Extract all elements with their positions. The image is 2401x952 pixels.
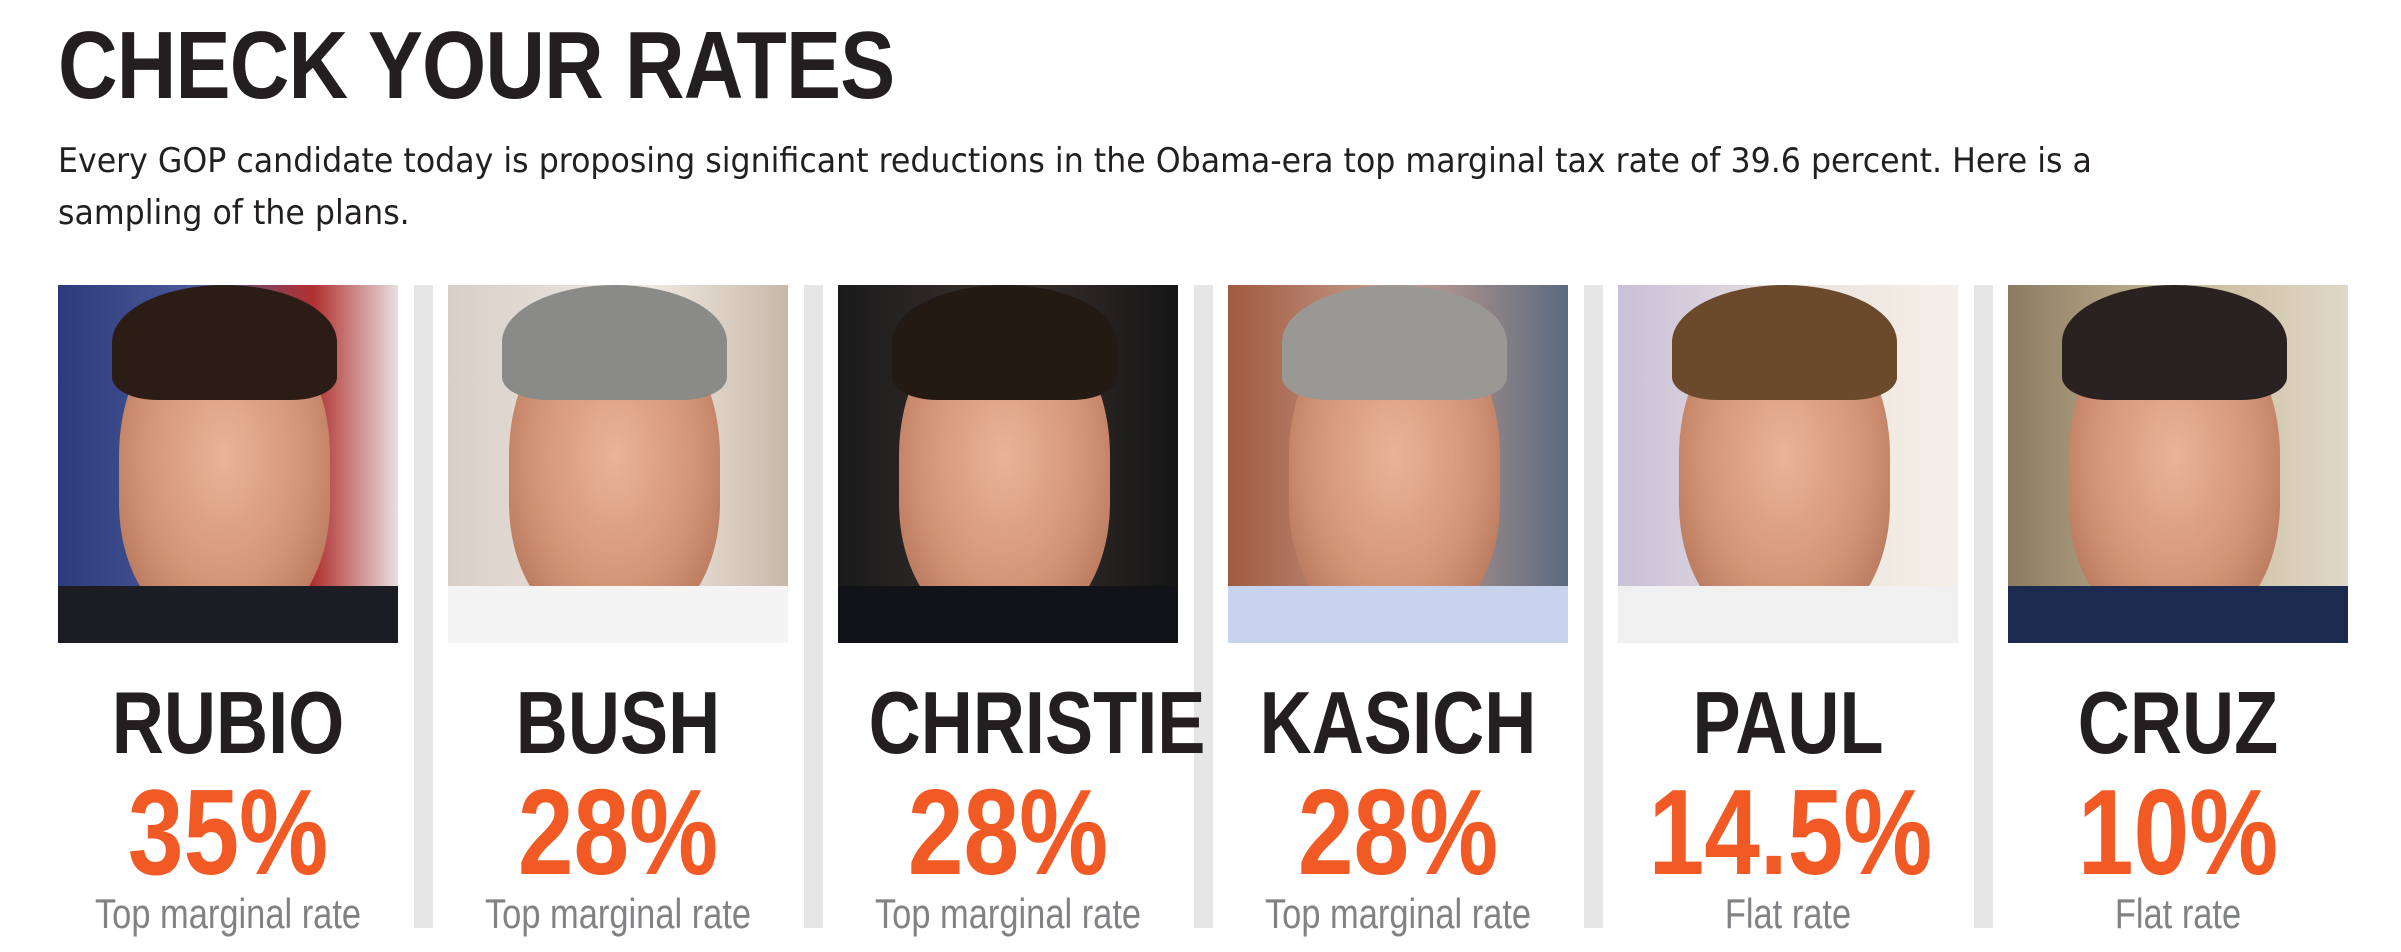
rate-type-label: Top marginal rate <box>94 890 362 937</box>
hair-shape <box>112 285 337 400</box>
candidate-rate: 28% <box>907 764 1109 900</box>
candidate-rate: 28% <box>1297 764 1499 900</box>
candidate-rate: 28% <box>517 764 719 900</box>
candidate-photo <box>1618 285 1958 643</box>
hair-shape <box>892 285 1117 400</box>
candidate-card: CHRISTIE 28% Top marginal rate <box>838 285 1206 937</box>
hair-shape <box>502 285 727 400</box>
candidate-photo <box>1228 285 1568 643</box>
rate-type-label: Top marginal rate <box>484 890 752 937</box>
candidate-photo <box>2008 285 2348 643</box>
hair-shape <box>2062 285 2287 400</box>
suit-shape <box>2008 585 2348 643</box>
candidate-card: CRUZ 10% Flat rate <box>2008 285 2348 937</box>
candidate-name: BUSH <box>515 673 721 772</box>
candidate-card: KASICH 28% Top marginal rate <box>1228 285 1568 937</box>
suit-shape <box>1228 585 1568 643</box>
suit-shape <box>58 585 398 643</box>
candidate-card: PAUL 14.5% Flat rate <box>1618 285 1958 937</box>
candidate-photo <box>448 285 788 643</box>
candidate-photo <box>58 285 398 643</box>
divider <box>804 285 823 928</box>
rate-type-label: Top marginal rate <box>874 890 1142 937</box>
suit-shape <box>448 585 788 643</box>
candidate-card: RUBIO 35% Top marginal rate <box>58 285 398 937</box>
divider <box>1584 285 1603 928</box>
candidate-cards: RUBIO 35% Top marginal rate BUSH 28% Top marg… <box>58 285 2348 937</box>
divider <box>1974 285 1993 928</box>
candidate-name: PAUL <box>1692 673 1884 772</box>
hair-shape <box>1672 285 1897 400</box>
candidate-photo <box>838 285 1178 643</box>
rate-type-label: Flat rate <box>2114 890 2242 937</box>
candidate-card: BUSH 28% Top marginal rate <box>448 285 788 937</box>
suit-shape <box>838 585 1178 643</box>
candidate-name: CHRISTIE <box>868 673 1206 772</box>
hair-shape <box>1282 285 1507 400</box>
suit-shape <box>1618 585 1958 643</box>
rate-type-label: Flat rate <box>1724 890 1852 937</box>
divider <box>414 285 433 928</box>
page-title: CHECK YOUR RATES <box>58 12 895 119</box>
candidate-name: CRUZ <box>2077 673 2279 772</box>
divider <box>1194 285 1213 928</box>
candidate-name: RUBIO <box>111 673 345 772</box>
candidate-rate: 10% <box>2077 764 2279 900</box>
subtitle: Every GOP candidate today is proposing s… <box>58 141 2092 233</box>
rate-type-label: Top marginal rate <box>1264 890 1532 937</box>
candidate-name: KASICH <box>1259 673 1537 772</box>
candidate-rate: 35% <box>127 764 329 900</box>
candidate-rate: 14.5% <box>1648 764 1933 900</box>
